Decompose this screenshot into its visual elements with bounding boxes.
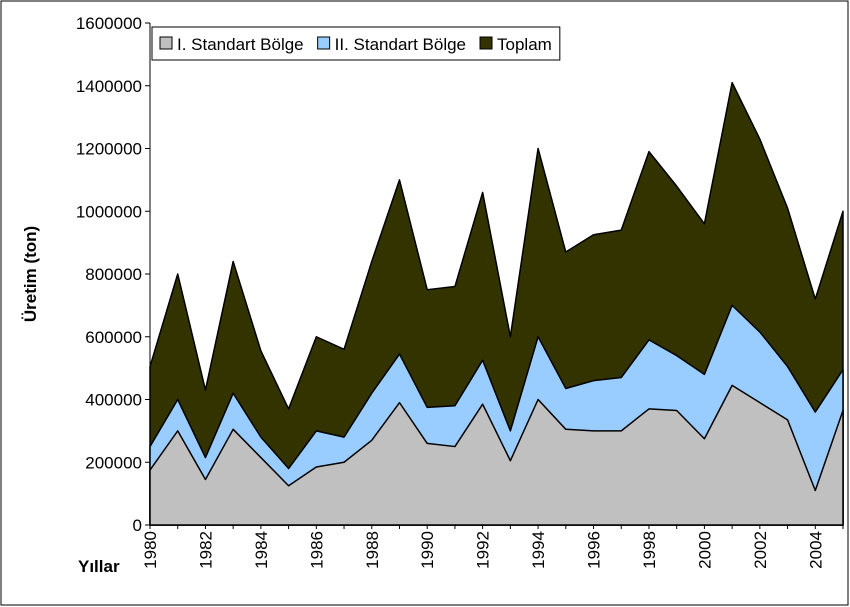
legend-swatch xyxy=(159,36,173,50)
x-tick-label: 1988 xyxy=(363,531,382,569)
legend-swatch xyxy=(317,36,331,50)
y-tick-label: 1600000 xyxy=(76,14,142,33)
y-tick-label: 1200000 xyxy=(76,140,142,159)
x-tick-label: 1986 xyxy=(307,531,326,569)
y-tick-label: 1000000 xyxy=(76,202,142,221)
area xyxy=(149,384,844,526)
x-tick-label: 1998 xyxy=(640,531,659,569)
x-tick-label: 1992 xyxy=(474,531,493,569)
y-tick-label: 400000 xyxy=(85,391,142,410)
legend-swatch xyxy=(479,36,493,50)
y-tick-label: 200000 xyxy=(85,453,142,472)
legend-label: Toplam xyxy=(497,35,552,54)
x-tick-label: 2002 xyxy=(751,531,770,569)
y-tick-label: 1400000 xyxy=(76,77,142,96)
x-tick-label: 1982 xyxy=(196,531,215,569)
plot-area xyxy=(149,81,844,526)
y-axis-label: Üretim (ton) xyxy=(21,226,40,322)
y-tick-label: 0 xyxy=(133,516,142,535)
x-tick-label: 2004 xyxy=(806,531,825,569)
legend-label: II. Standart Bölge xyxy=(335,35,466,54)
x-tick-label: 1984 xyxy=(252,531,271,569)
x-tick-label: 1994 xyxy=(529,531,548,569)
y-tick-label: 800000 xyxy=(85,265,142,284)
x-tick-label: 2000 xyxy=(695,531,714,569)
x-axis-label: Yıllar xyxy=(78,557,120,576)
x-tick-label: 1980 xyxy=(141,531,160,569)
x-tick-label: 1990 xyxy=(418,531,437,569)
legend: I. Standart Bölge II. Standart Bölge Topla… xyxy=(151,26,561,61)
x-tick-label: 1996 xyxy=(585,531,604,569)
y-tick-label: 600000 xyxy=(85,328,142,347)
legend-label: I. Standart Bölge xyxy=(177,35,304,54)
